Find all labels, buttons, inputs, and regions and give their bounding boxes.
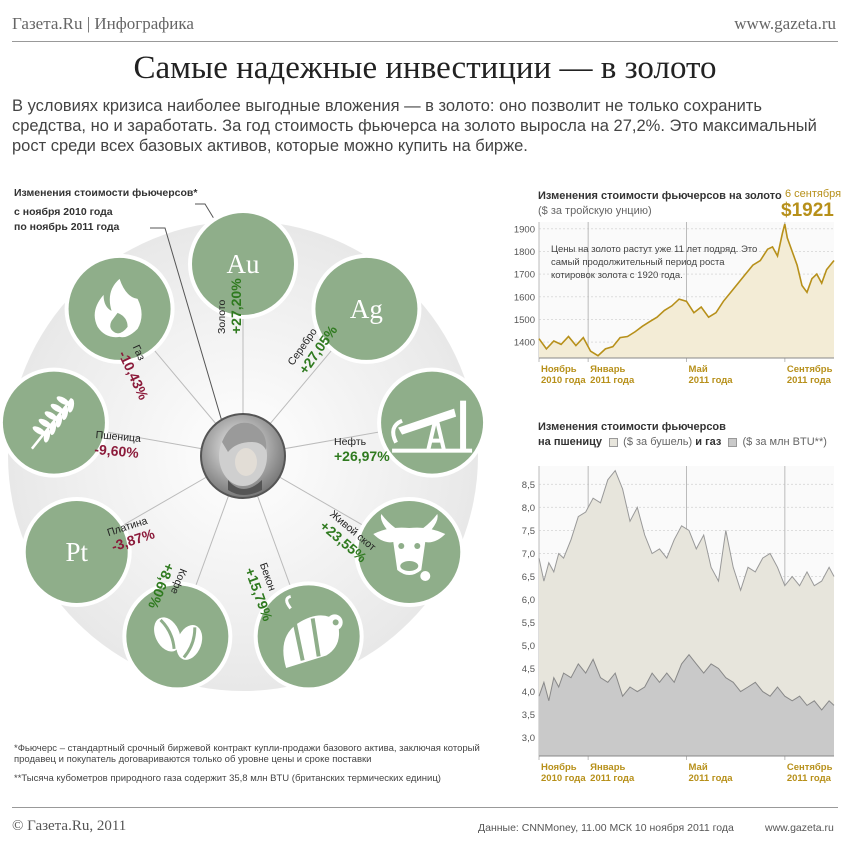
y-tick-label: 8,5 — [522, 480, 535, 491]
wheat-gas-chart-title: Изменения стоимости фьючерсов — [538, 421, 726, 433]
x-tick-label: Сентябрь — [787, 762, 833, 773]
asset-change: +27,20% — [228, 278, 244, 334]
wheat-gas-legend: на пшеницу ($ за бушель) и газ ($ за млн… — [538, 435, 827, 449]
wheel-period-to: по ноябрь 2011 года — [14, 221, 120, 233]
y-tick-label: 1600 — [514, 292, 535, 303]
wheel-item-2: Ag — [311, 253, 422, 364]
portrait-icon — [219, 422, 267, 495]
y-tick-label: 7,5 — [522, 526, 535, 537]
x-tick-label: 2010 года — [541, 773, 586, 784]
asset-name: Нефть — [334, 436, 367, 448]
gold-chart-title: Изменения стоимости фьючерсов на золото — [538, 190, 782, 202]
asset-name: Золото — [216, 299, 228, 334]
x-tick-label: Май — [689, 762, 708, 773]
series-line-1 — [538, 223, 835, 357]
element-symbol: Ag — [350, 294, 383, 324]
y-tick-label: 6,5 — [522, 572, 535, 583]
x-tick-label: 2011 года — [689, 375, 734, 386]
wheel-item-7: Pt — [21, 497, 132, 607]
y-tick-label: 1900 — [514, 224, 535, 235]
y-tick-label: 5,5 — [522, 618, 535, 629]
legend-gas-label: ($ за млн BTU**) — [742, 436, 827, 448]
wheel-item-8 — [0, 367, 109, 478]
y-tick-label: 6,0 — [522, 595, 535, 606]
wheel-item-3 — [377, 367, 488, 478]
pt-symbol — [25, 501, 128, 603]
ag-symbol — [315, 257, 418, 360]
wheat-gas-chart: 8,5 8,0 7,5 7,0 6,5 6,0 5,5 5,0 4,5 4,0 3,5 3,0 Нояб… — [522, 466, 835, 784]
copyright: © Газета.Ru, 2011 — [12, 818, 127, 834]
wheel-item-6 — [122, 581, 233, 692]
element-symbol: Pt — [65, 537, 88, 567]
x-tick-label: Январь — [590, 364, 625, 375]
y-tick-label: 1400 — [514, 338, 535, 349]
x-tick-label: Ноябрь — [541, 762, 577, 773]
x-tick-label: 2011 года — [590, 773, 635, 784]
y-tick-label: 1700 — [514, 270, 535, 281]
footnote-btu: **Тысяча кубометров природного газа соде… — [14, 773, 441, 784]
investment-wheel: Au Ag Pt — [0, 203, 488, 692]
wheel-item-4 — [354, 497, 465, 607]
y-tick-label: 7,0 — [522, 549, 535, 560]
gold-latest-value: $1921 — [781, 200, 834, 221]
x-tick-label: Ноябрь — [541, 364, 577, 375]
x-tick-label: Май — [689, 364, 708, 375]
wheel-period-from: с ноября 2010 года — [14, 206, 113, 218]
y-tick-label: 5,0 — [522, 641, 535, 652]
x-tick-label: 2011 года — [689, 773, 734, 784]
site-url-top[interactable]: www.gazeta.ru — [734, 14, 836, 33]
x-tick-label: 2011 года — [787, 375, 832, 386]
wheel-title: Изменения стоимости фьючерсов* — [14, 187, 198, 199]
y-tick-label: 1500 — [514, 315, 535, 326]
x-tick-label: Январь — [590, 762, 625, 773]
y-tick-label: 3,0 — [522, 733, 535, 744]
wheel-label-1: Золото +27,20% — [216, 264, 244, 334]
wheel-label-8: Пшеница -9,60% — [94, 429, 166, 463]
footer-divider — [12, 807, 838, 808]
element-symbol: Au — [227, 249, 260, 279]
gold-latest-date: 6 сентября — [785, 188, 842, 200]
y-tick-label: 4,5 — [522, 664, 535, 675]
legend-connector: и газ — [695, 436, 722, 448]
footnote-futures: *Фьючерс – стандартный срочный биржевой … — [14, 743, 480, 765]
x-tick-label: Сентябрь — [787, 364, 833, 375]
legend-gas-swatch — [728, 437, 738, 447]
wheel-label-3: Нефть +26,97% — [334, 436, 414, 464]
gold-annotation: Цены на золото растут уже 11 лет подряд.… — [551, 244, 758, 281]
series-line-1 — [538, 469, 835, 592]
series-area-1 — [539, 224, 834, 358]
lead-text: В условиях кризиса наиболее выгодные вло… — [12, 97, 817, 155]
y-tick-label: 3,5 — [522, 710, 535, 721]
x-tick-label: 2011 года — [787, 773, 832, 784]
legend-wheat-swatch — [609, 437, 619, 447]
asset-change: +26,97% — [334, 448, 390, 464]
y-tick-label: 4,0 — [522, 687, 535, 698]
wheel-item-1: Au — [188, 209, 298, 319]
site-url-bottom[interactable]: www.gazeta.ru — [765, 822, 834, 834]
series-line-2 — [538, 653, 835, 711]
page-title: Самые надежные инвестиции — в золото — [133, 50, 717, 86]
wheel-item-5 — [253, 581, 364, 692]
legend-wheat-label: ($ за бушель) — [623, 436, 693, 448]
au-symbol — [192, 213, 294, 315]
legend-wheat-prefix: на пшеницу — [538, 436, 603, 448]
x-tick-label: 2011 года — [590, 375, 635, 386]
y-tick-label: 8,0 — [522, 503, 535, 514]
y-tick-label: 1800 — [514, 247, 535, 258]
data-source: Данные: CNNMoney, 11.00 МСК 10 ноября 20… — [478, 822, 734, 834]
wheel-item-9 — [64, 253, 175, 364]
x-tick-label: 2010 года — [541, 375, 586, 386]
series-area-2 — [539, 654, 834, 756]
gold-chart-subtitle: ($ за тройскую унцию) — [538, 205, 652, 217]
brand-label: Газета.Ru | Инфографика — [12, 14, 194, 33]
header-divider — [12, 41, 838, 42]
